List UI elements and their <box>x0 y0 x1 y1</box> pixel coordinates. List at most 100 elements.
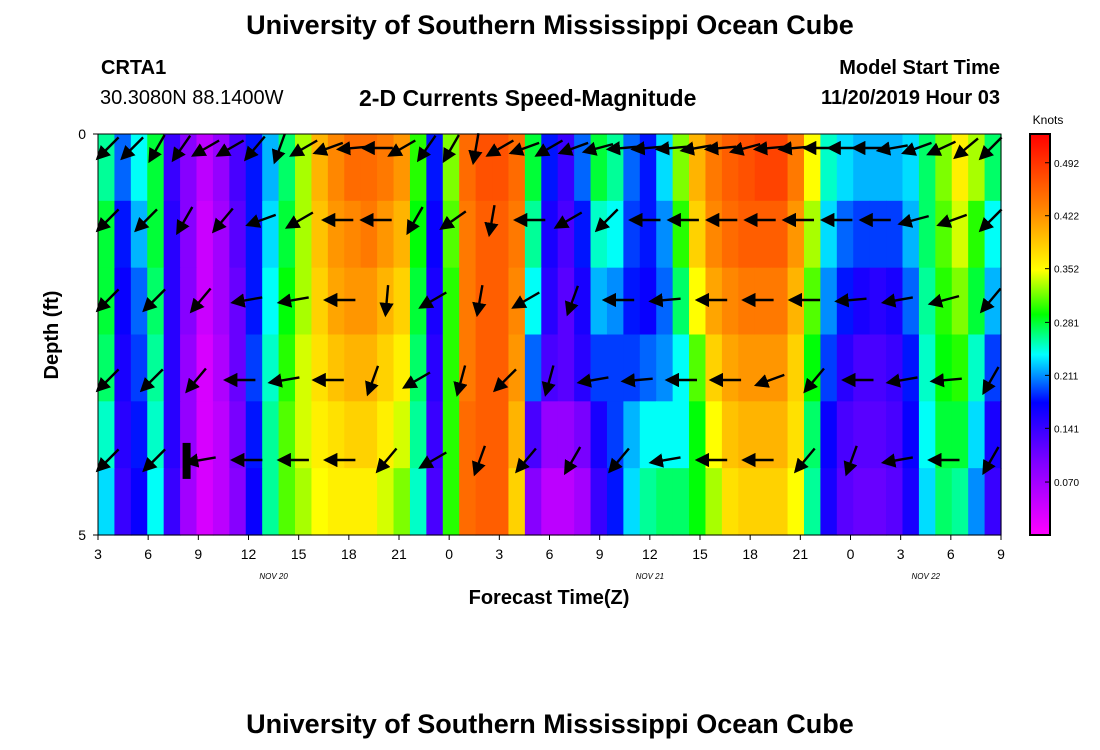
heatmap-cell <box>721 267 739 336</box>
heatmap-cell <box>360 468 378 536</box>
heatmap-cell <box>147 468 165 536</box>
heatmap-cell <box>196 468 214 536</box>
heatmap-cell <box>130 334 148 402</box>
heatmap-cell <box>606 200 624 269</box>
heatmap-cell <box>984 134 1002 202</box>
heatmap-cell <box>689 267 707 336</box>
heatmap-cell <box>803 134 821 202</box>
heatmap-cell <box>344 200 362 269</box>
heatmap-cell <box>541 401 559 469</box>
heatmap-cell <box>721 468 739 536</box>
heatmap-cell <box>409 401 427 469</box>
heatmap-cell <box>393 468 411 536</box>
heatmap-cell <box>935 334 953 402</box>
colorbar <box>1029 133 1051 536</box>
x-tick-label: 15 <box>692 546 708 562</box>
current-vectors <box>95 132 1003 479</box>
heatmap-cell <box>377 134 395 202</box>
current-vector-arrow <box>982 366 1000 396</box>
current-vector-arrow <box>267 373 300 388</box>
heatmap-cell <box>212 468 230 536</box>
heatmap-cell <box>98 200 116 269</box>
heatmap-cell <box>180 200 198 269</box>
heatmap-cell <box>672 334 690 402</box>
heatmap-cell <box>639 401 657 469</box>
heatmap-cell <box>951 200 969 269</box>
heatmap-cell <box>196 267 214 336</box>
x-tick-label: 0 <box>847 546 855 562</box>
heatmap-cell <box>689 468 707 536</box>
heatmap-cell <box>492 468 510 536</box>
heatmap-cell <box>886 200 904 269</box>
heatmap-cell <box>771 134 789 202</box>
current-vector-arrow <box>648 453 681 468</box>
current-vector-arrow <box>885 373 918 388</box>
y-tick-label: 0 <box>78 126 86 142</box>
heatmap-cell <box>475 267 493 336</box>
heatmap-cell <box>360 134 378 202</box>
heatmap-cell <box>262 401 280 469</box>
heatmap-cell <box>721 334 739 402</box>
heatmap-cell <box>459 334 477 402</box>
current-vector-arrow <box>375 447 398 474</box>
x-tick-label: 6 <box>144 546 152 562</box>
heatmap-cell <box>245 401 263 469</box>
current-vector-arrow <box>230 293 263 308</box>
heatmap-cell <box>344 267 362 336</box>
heatmap-cell <box>130 468 148 536</box>
heatmap-cell <box>754 468 772 536</box>
heatmap-cell <box>278 200 296 269</box>
heatmap-cell <box>836 468 854 536</box>
current-vector-arrow <box>418 451 447 469</box>
current-vector-arrow <box>978 136 1003 161</box>
heatmap-cell <box>869 468 887 536</box>
heatmap-cell <box>902 267 920 336</box>
heatmap-cell <box>262 134 280 202</box>
current-vector-arrow <box>793 447 816 474</box>
heatmap-cell <box>163 134 181 202</box>
heatmap-cell <box>98 468 116 536</box>
heatmap-cell <box>771 200 789 269</box>
heatmap-cell <box>836 200 854 269</box>
heatmap-cell <box>705 401 723 469</box>
heatmap-cell <box>311 134 329 202</box>
heatmap-cell <box>902 200 920 269</box>
heatmap-cell <box>951 134 969 202</box>
heatmap-cell <box>984 401 1002 469</box>
heatmap-cell <box>656 468 674 536</box>
heatmap-cell <box>393 200 411 269</box>
current-vector-arrow <box>142 448 166 473</box>
current-vector-arrow <box>508 141 540 156</box>
heatmap-cell <box>754 200 772 269</box>
heatmap-cell <box>557 401 575 469</box>
heatmap-cell <box>886 468 904 536</box>
heatmap-cell <box>738 267 756 336</box>
current-vector-arrow <box>576 373 609 388</box>
heatmap-cell <box>705 334 723 402</box>
heatmap-cell <box>377 334 395 402</box>
current-vector-arrow <box>176 206 194 236</box>
heatmap-cell <box>951 401 969 469</box>
heatmap-cell <box>968 468 986 536</box>
heatmap-cell <box>935 401 953 469</box>
heatmap-cell <box>656 200 674 269</box>
heatmap-cell <box>130 401 148 469</box>
heatmap-cell <box>869 134 887 202</box>
heatmap-cell <box>409 200 427 269</box>
heatmap-cell <box>689 134 707 202</box>
heatmap-cell <box>918 401 936 469</box>
heatmap-cell <box>163 401 181 469</box>
heatmap-cell <box>409 267 427 336</box>
heatmap-cell <box>163 200 181 269</box>
heatmap-cell <box>442 401 460 469</box>
heatmap-cell <box>918 267 936 336</box>
current-vector-arrow <box>843 445 858 477</box>
heatmap-cell <box>853 134 871 202</box>
heatmap-cell <box>574 334 592 402</box>
current-vector-arrow <box>553 211 583 229</box>
heatmap-cell <box>196 200 214 269</box>
heatmap-cell <box>344 334 362 402</box>
heatmap-cell <box>984 468 1002 536</box>
heatmap-cell <box>738 134 756 202</box>
current-vector-arrow <box>453 365 468 397</box>
